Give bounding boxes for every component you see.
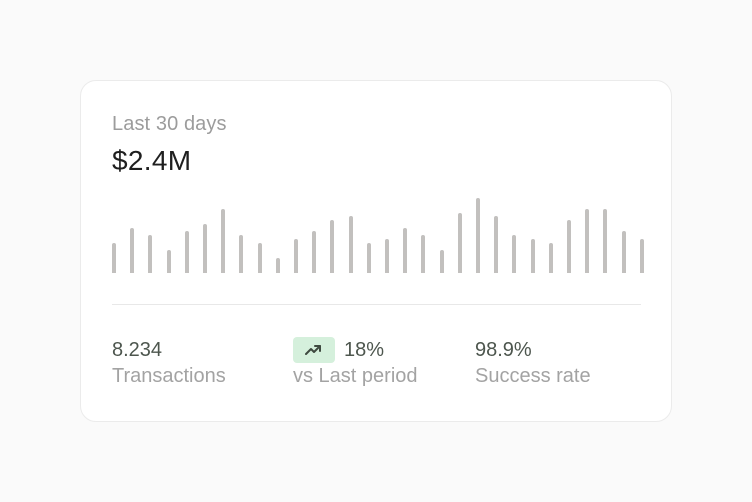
chart-bar <box>312 231 317 273</box>
chart-bar <box>330 220 335 273</box>
stat-value: 8.234 <box>112 339 163 361</box>
chart-bar <box>494 216 499 273</box>
chart-bar <box>166 250 171 273</box>
chart-bar <box>348 216 353 273</box>
chart-bar <box>567 220 571 273</box>
chart-bar <box>275 258 280 273</box>
chart-bar <box>585 209 590 273</box>
chart-bar <box>621 231 626 273</box>
chart-bar <box>639 239 644 273</box>
stat-value: 18% <box>344 339 385 361</box>
chart-bar <box>421 235 426 273</box>
chart-bar <box>239 235 244 273</box>
trend-up-icon <box>305 345 321 355</box>
period-label: Last 30 days <box>112 113 227 135</box>
stat-label: Transactions <box>112 365 226 387</box>
stats-card: Last 30 days $2.4M 8.234 Transactions 18… <box>80 80 672 422</box>
chart-bar <box>221 209 226 273</box>
chart-bar <box>385 239 389 273</box>
chart-bar <box>257 243 262 273</box>
stat-success-rate: 98.9% Success rate <box>475 337 591 388</box>
stat-value: 98.9% <box>475 339 532 361</box>
chart-bar <box>548 243 553 273</box>
chart-bar <box>112 243 116 273</box>
chart-bar <box>148 235 153 273</box>
daily-bar-chart <box>112 191 644 273</box>
chart-bar <box>294 239 298 273</box>
chart-bar <box>130 228 135 273</box>
chart-bar <box>366 243 371 273</box>
trend-badge <box>293 337 335 363</box>
stat-label: vs Last period <box>293 365 418 387</box>
chart-bar <box>603 209 608 273</box>
chart-bar <box>403 228 408 273</box>
divider <box>112 304 641 305</box>
chart-bar <box>512 235 517 273</box>
chart-bar <box>203 224 207 273</box>
stat-value-row: 18% <box>293 337 418 363</box>
stat-label: Success rate <box>475 365 591 387</box>
chart-bar <box>457 213 462 273</box>
total-value: $2.4M <box>112 145 192 176</box>
chart-bar <box>184 231 189 273</box>
chart-bar <box>439 250 444 273</box>
chart-bar <box>476 198 480 273</box>
stat-vs-last-period: 18% vs Last period <box>293 337 418 388</box>
chart-bar <box>530 239 535 273</box>
stat-transactions: 8.234 Transactions <box>112 337 226 388</box>
